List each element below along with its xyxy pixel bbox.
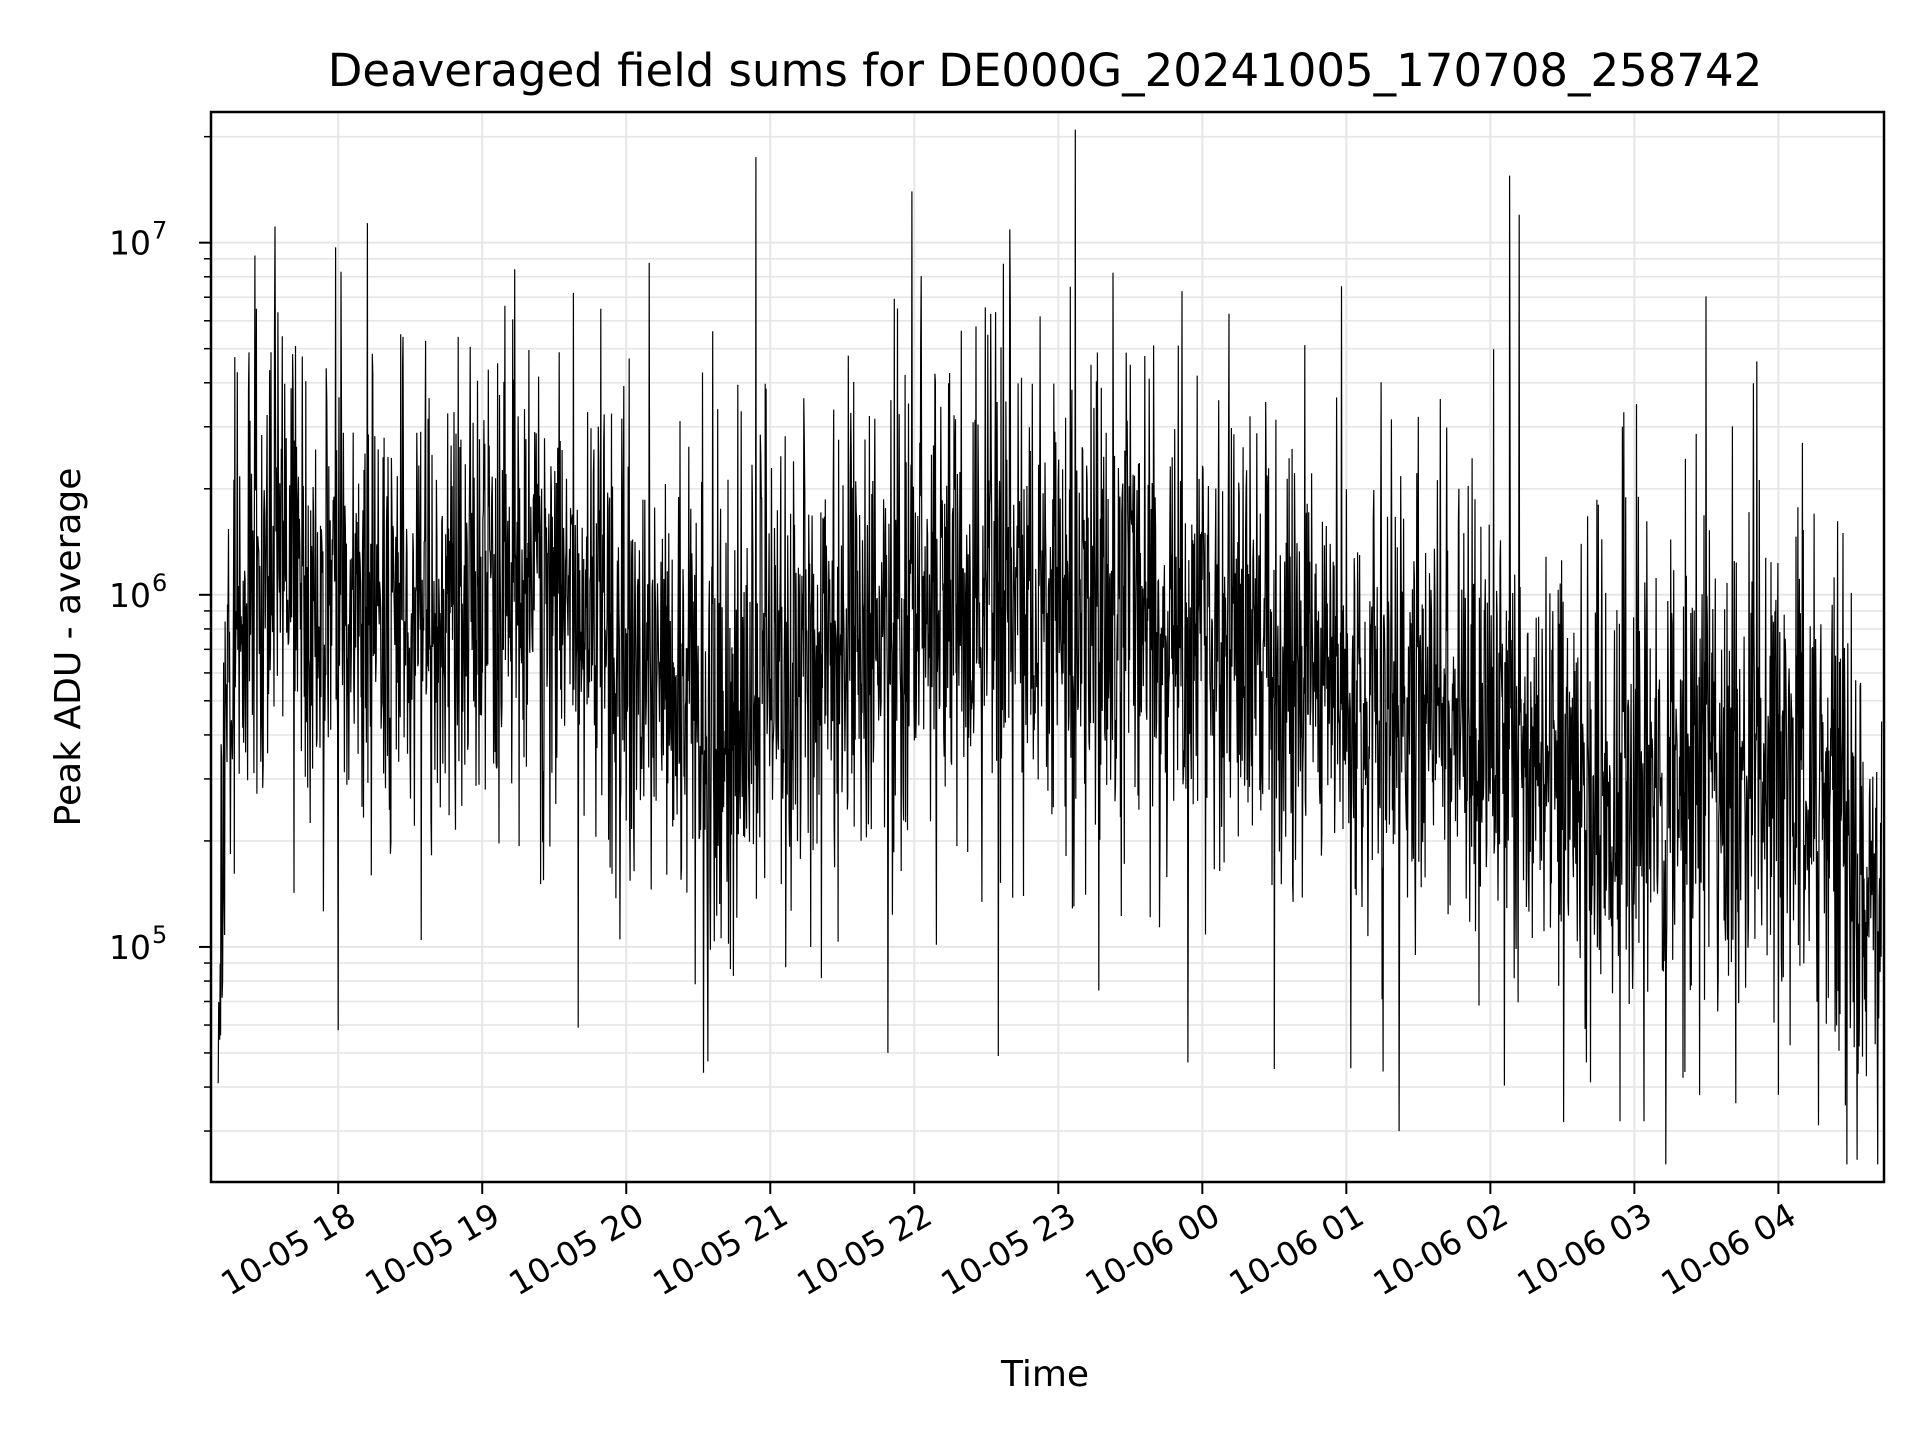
y-tick-label-exponent: 5 <box>152 921 167 949</box>
x-axis-label: Time <box>1000 1354 1089 1395</box>
y-axis-label: Peak ADU - average <box>48 468 89 827</box>
y-tick-label-exponent: 7 <box>152 217 167 245</box>
y-tick-label: 10 <box>109 928 151 967</box>
chart-title: Deaveraged field sums for DE000G_2024100… <box>328 44 1763 97</box>
y-tick-label-exponent: 6 <box>152 569 167 597</box>
y-tick-label: 10 <box>109 576 151 615</box>
y-tick-label: 10 <box>109 224 151 263</box>
